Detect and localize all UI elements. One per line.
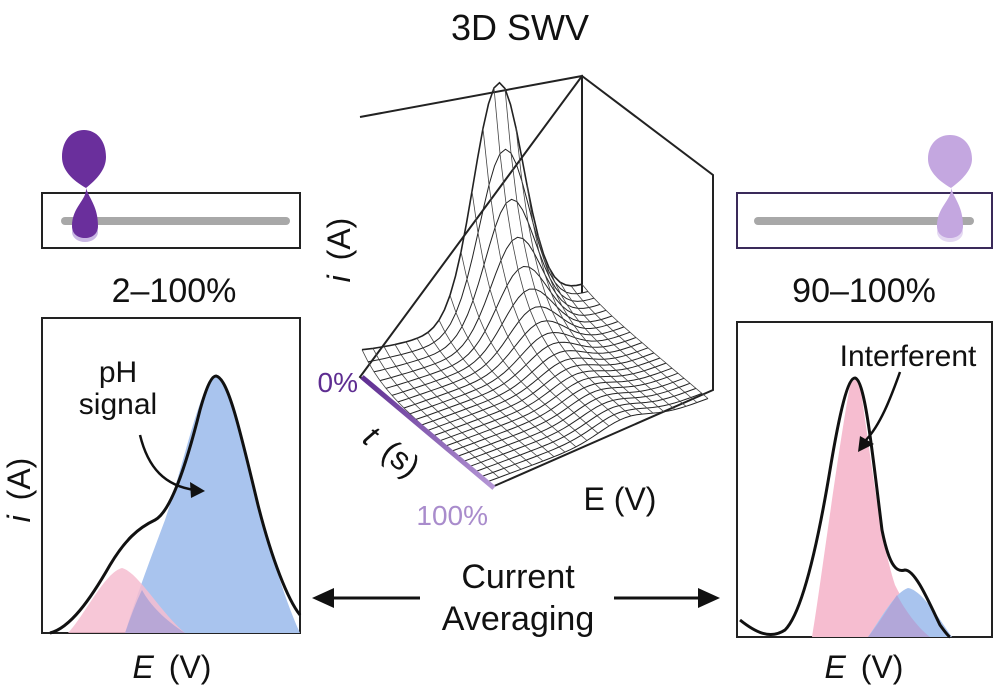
center-y-axis-symbol: i — [321, 274, 357, 282]
right-overlap-region — [868, 595, 930, 637]
waterfall-trace — [385, 265, 607, 389]
waterfall-crossline — [394, 344, 522, 470]
left-x-axis-unit: (V) — [169, 649, 212, 685]
left-x-axis-label: E (V) — [133, 649, 212, 685]
waterfall-crossline — [504, 88, 632, 417]
right-marker-pin — [928, 135, 972, 238]
waterfall-crossline — [482, 128, 610, 427]
left-window-label: 2–100% — [112, 272, 237, 310]
center-y-axis-unit: (A) — [321, 218, 357, 261]
waterfall-crossline — [515, 128, 643, 415]
right-annotation: Interferent — [840, 340, 977, 373]
waterfall-crossline — [471, 191, 599, 434]
left-window-indicator — [41, 130, 301, 249]
left-annotation-line2: signal — [79, 388, 157, 421]
left-signal-peak — [125, 376, 300, 633]
waterfall-plot — [358, 74, 714, 490]
averaging-label-line1: Current — [461, 558, 575, 596]
left-annotation-line1: pH — [99, 356, 137, 389]
averaging-arrows — [312, 588, 720, 608]
right-x-axis-label: E (V) — [825, 649, 904, 685]
right-arrow-head — [698, 588, 720, 608]
right-window-label: 90–100% — [792, 272, 936, 310]
left-annotation-arrow — [138, 434, 196, 492]
center-t-axis-unit: (s) — [375, 433, 427, 484]
center-y-axis-label: i (A) — [321, 218, 357, 283]
right-envelope — [739, 376, 951, 639]
right-x-axis-unit: (V) — [861, 649, 904, 685]
waterfall-crossline — [537, 235, 665, 413]
left-y-axis-symbol: i — [1, 514, 37, 522]
waterfall-trace — [379, 236, 601, 382]
left-arrow-head — [312, 588, 334, 608]
waterfall-crossline — [548, 267, 676, 410]
averaging-label-line2: Averaging — [442, 600, 595, 638]
waterfall-crossline — [460, 251, 588, 441]
waterfall-crossline — [405, 341, 533, 466]
right-voltammogram — [736, 321, 993, 639]
waterfall-crossline — [570, 285, 698, 403]
waterfall-crossline — [383, 346, 511, 474]
left-annotation-arrowhead — [190, 482, 205, 498]
left-envelope — [49, 374, 302, 635]
waterfall-crossline — [427, 332, 555, 458]
left-y-axis-unit: (A) — [1, 458, 37, 501]
right-window-indicator — [736, 135, 993, 249]
left-overlap-region — [125, 590, 185, 633]
waterfall-crossline — [581, 283, 709, 399]
waterfall-crossline — [559, 281, 687, 407]
center-t-axis-symbol: t — [357, 418, 387, 453]
right-interferent-peak — [812, 379, 935, 637]
right-annotation-arrow — [865, 371, 902, 441]
waterfall-crossline — [449, 295, 577, 448]
time-end-label: 100% — [416, 500, 488, 531]
left-marker-pin — [62, 130, 106, 238]
waterfall-crossline — [493, 87, 621, 421]
waterfall-crossline — [526, 184, 654, 414]
left-voltammogram — [41, 317, 302, 635]
left-x-axis-symbol: E — [133, 649, 155, 685]
right-annotation-arrowhead — [858, 436, 874, 452]
time-axis — [360, 375, 496, 490]
time-start-label: 0% — [318, 367, 358, 398]
right-x-axis-symbol: E — [825, 649, 847, 685]
waterfall-crossline — [372, 348, 500, 478]
waterfall-crossline — [416, 338, 544, 462]
figure-title: 3D SWV — [451, 7, 589, 48]
center-t-axis-label: t (s) — [357, 418, 427, 484]
waterfall-trace — [367, 148, 589, 363]
waterfall-crossline — [438, 319, 566, 453]
waterfall-frame — [358, 74, 714, 489]
center-e-axis-label: E (V) — [584, 481, 657, 517]
left-y-axis-label: i (A) — [1, 458, 37, 523]
